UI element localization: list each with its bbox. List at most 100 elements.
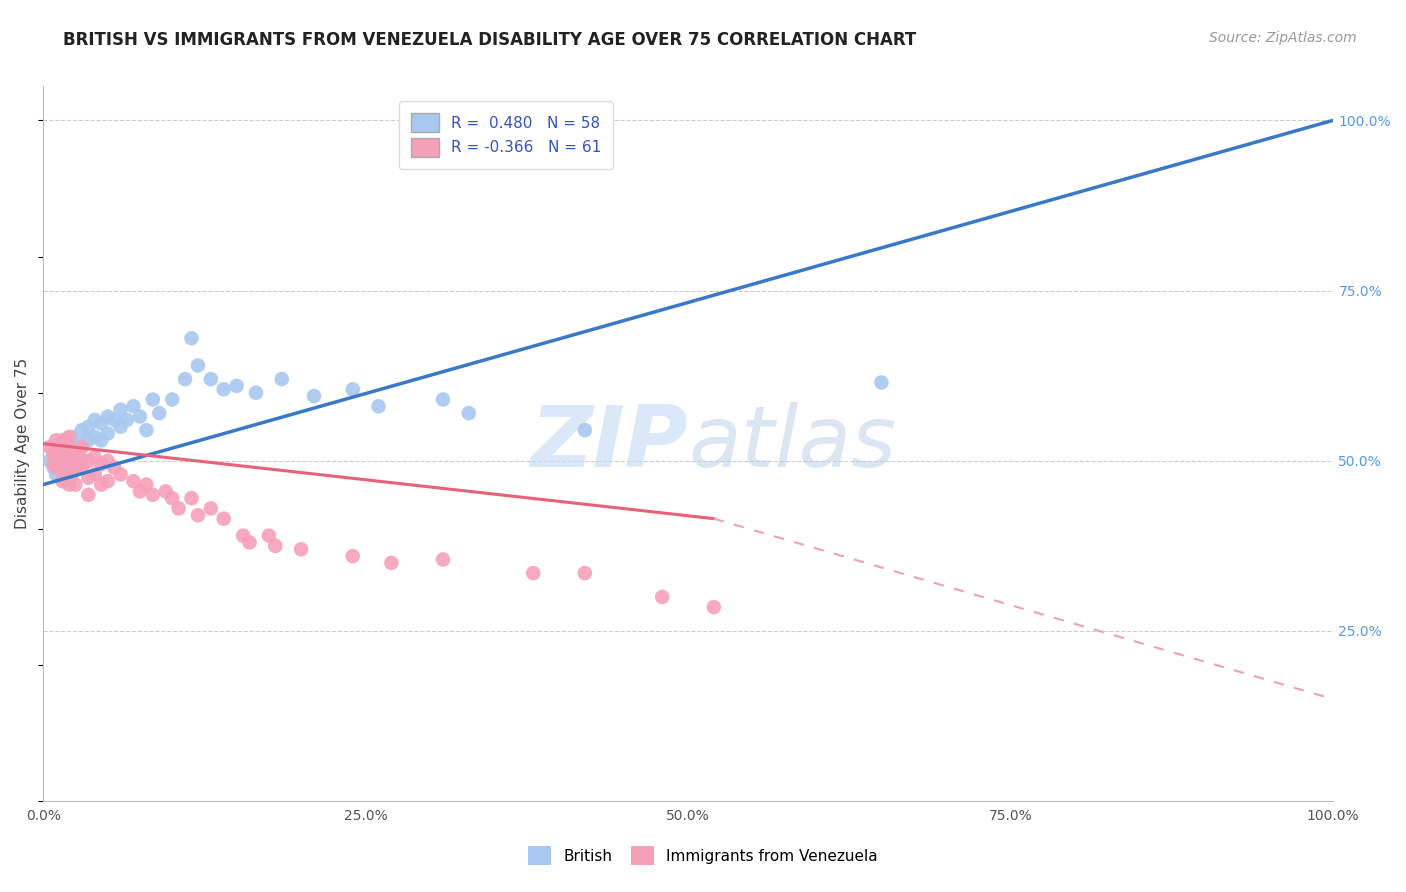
Point: [187, 508, 209, 523]
Point: [77, 454, 100, 468]
Point: [574, 566, 596, 580]
Point: [67, 436, 90, 450]
Point: [65, 460, 87, 475]
Point: [167, 501, 190, 516]
Point: [257, 529, 280, 543]
Point: [110, 402, 132, 417]
Point: [60, 430, 83, 444]
Text: BRITISH VS IMMIGRANTS FROM VENEZUELA DISABILITY AGE OVER 75 CORRELATION CHART: BRITISH VS IMMIGRANTS FROM VENEZUELA DIS…: [63, 31, 917, 49]
Text: atlas: atlas: [688, 402, 896, 485]
Point: [51, 440, 73, 454]
Point: [38, 440, 60, 454]
Point: [180, 491, 202, 506]
Point: [90, 477, 112, 491]
Point: [42, 460, 65, 475]
Point: [55, 454, 77, 468]
Point: [212, 382, 235, 396]
Point: [174, 372, 197, 386]
Point: [42, 457, 65, 471]
Point: [55, 454, 77, 468]
Point: [97, 426, 120, 441]
Point: [58, 440, 80, 454]
Point: [67, 450, 90, 465]
Point: [103, 413, 125, 427]
Point: [70, 423, 93, 437]
Point: [55, 460, 77, 475]
Point: [135, 423, 157, 437]
Point: [77, 471, 100, 485]
Point: [45, 450, 67, 465]
Point: [457, 406, 479, 420]
Point: [264, 539, 287, 553]
Point: [142, 392, 165, 407]
Point: [270, 372, 292, 386]
Point: [55, 436, 77, 450]
Point: [67, 450, 90, 465]
Point: [45, 467, 67, 482]
Point: [90, 417, 112, 431]
Point: [290, 542, 312, 557]
Point: [60, 454, 83, 468]
Point: [870, 376, 893, 390]
Point: [55, 443, 77, 458]
Point: [65, 447, 87, 461]
Text: Source: ZipAtlas.com: Source: ZipAtlas.com: [1209, 31, 1357, 45]
Point: [58, 450, 80, 465]
Point: [115, 413, 138, 427]
Point: [703, 600, 725, 615]
Point: [45, 447, 67, 461]
Point: [55, 467, 77, 482]
Point: [77, 434, 100, 448]
Point: [58, 477, 80, 491]
Point: [42, 447, 65, 461]
Point: [110, 467, 132, 482]
Point: [302, 389, 325, 403]
Point: [48, 454, 70, 468]
Point: [574, 423, 596, 437]
Point: [77, 419, 100, 434]
Point: [651, 590, 673, 604]
Point: [160, 491, 183, 506]
Point: [122, 474, 145, 488]
Point: [522, 566, 544, 580]
Point: [58, 460, 80, 475]
Point: [48, 447, 70, 461]
Point: [432, 552, 454, 566]
Point: [155, 484, 177, 499]
Point: [65, 454, 87, 468]
Point: [122, 400, 145, 414]
Text: ZIP: ZIP: [530, 402, 688, 485]
Point: [367, 400, 389, 414]
Point: [77, 488, 100, 502]
Point: [65, 477, 87, 491]
Point: [83, 413, 105, 427]
Point: [90, 457, 112, 471]
Point: [97, 454, 120, 468]
Point: [232, 529, 254, 543]
Point: [70, 440, 93, 454]
Point: [180, 331, 202, 345]
Point: [51, 471, 73, 485]
Point: [342, 382, 364, 396]
Point: [58, 430, 80, 444]
Point: [38, 454, 60, 468]
Point: [97, 409, 120, 424]
Point: [83, 430, 105, 444]
Point: [48, 440, 70, 454]
Point: [83, 467, 105, 482]
Point: [83, 450, 105, 465]
Point: [129, 484, 152, 499]
Point: [45, 434, 67, 448]
Point: [225, 379, 247, 393]
Point: [58, 460, 80, 475]
Point: [103, 460, 125, 475]
Legend: British, Immigrants from Venezuela: British, Immigrants from Venezuela: [522, 840, 884, 871]
Point: [110, 419, 132, 434]
Point: [129, 409, 152, 424]
Point: [200, 501, 222, 516]
Point: [51, 454, 73, 468]
Legend: R =  0.480   N = 58, R = -0.366   N = 61: R = 0.480 N = 58, R = -0.366 N = 61: [399, 101, 613, 169]
Point: [51, 447, 73, 461]
Point: [200, 372, 222, 386]
Point: [135, 477, 157, 491]
